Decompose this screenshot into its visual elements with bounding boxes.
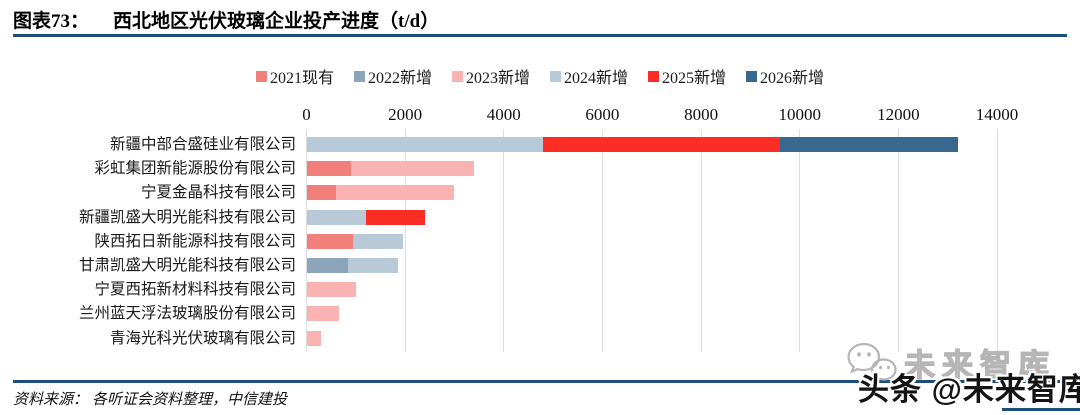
x-axis-tick-label: 6000 [585, 105, 620, 124]
category-label: 青海光科光伏玻璃有限公司 [109, 329, 296, 347]
legend-item: 2023新增 [451, 64, 530, 88]
category-label: 彩虹集团新能源股份有限公司 [94, 160, 296, 178]
bar-segment-2022新增 [306, 258, 349, 273]
x-axis-tick-label: 0 [302, 105, 311, 124]
source-line: 资料来源： 各听证会资料整理，中信建投 [13, 388, 287, 409]
legend-item: 2026新增 [746, 64, 824, 88]
x-axis-tick-label: 12000 [877, 105, 920, 124]
title-rule [13, 34, 1067, 37]
legend-swatch [746, 70, 758, 82]
legend-swatch [255, 70, 267, 82]
legend-item: 2025新增 [648, 64, 726, 88]
bar-segment-2023新增 [336, 185, 455, 201]
legend-label: 2025新增 [662, 70, 727, 87]
source-label: 资料来源： [13, 392, 89, 408]
bar-segment-2024新增 [348, 258, 398, 273]
wechat-icon [847, 342, 897, 383]
legend-swatch [451, 70, 463, 82]
bar-segment-2021现有 [306, 185, 337, 201]
category-label: 新疆中部合盛硅业有限公司 [109, 136, 296, 153]
figure-label: 图表73： [13, 11, 90, 32]
x-axis-tick-label: 4000 [486, 105, 521, 124]
legend-swatch [550, 70, 561, 82]
x-axis-tick-label: 14000 [975, 105, 1019, 124]
legend-swatch [353, 70, 365, 82]
figure-title: 西北地区光伏玻璃企业投产进度（t/d） [113, 11, 440, 32]
x-axis-tick-label: 2000 [388, 105, 423, 124]
legend-item: 2021现有 [255, 64, 334, 88]
bar-segment-2023新增 [306, 282, 356, 298]
legend-label: 2021现有 [269, 70, 334, 87]
bar-segment-2021现有 [306, 233, 354, 249]
gridline [700, 129, 702, 352]
watermark-gray: 未来智库 [842, 338, 1056, 386]
legend-label: 2026新增 [760, 70, 825, 87]
x-axis-tick-label: 10000 [778, 105, 821, 124]
bar-segment-2023新增 [350, 161, 475, 177]
bar-segment-2025新增 [365, 209, 425, 225]
gridline [897, 129, 899, 352]
gridline [601, 129, 603, 352]
legend-swatch [648, 70, 660, 82]
legend-item: 2022新增 [353, 64, 432, 88]
gridline [404, 129, 406, 352]
legend-item: 2024新增 [550, 64, 628, 88]
x-axis-tick-label: 8000 [684, 105, 719, 124]
gridline [996, 129, 998, 352]
bar-segment-2026新增 [779, 137, 958, 152]
bar-segment-2023新增 [306, 330, 322, 346]
category-label: 新疆凯盛大明光能科技有限公司 [78, 208, 296, 226]
legend-label: 2022新增 [367, 70, 432, 87]
category-label: 兰州蓝天浮法玻璃股份有限公司 [78, 305, 296, 323]
legend-label: 2024新增 [564, 70, 629, 87]
bar-segment-2024新增 [306, 137, 544, 152]
chart-legend: 2021现有 2022新增 2023新增 2024新增 2025新增 2026新增 [13, 64, 1067, 88]
gridline [799, 129, 801, 352]
figure-header: 图表73： 西北地区光伏玻璃企业投产进度（t/d） [13, 6, 439, 33]
bar-segment-2024新增 [353, 233, 403, 249]
category-label: 宁夏西拓新材料科技有限公司 [94, 281, 296, 299]
watermark-gray-text: 未来智库 [903, 347, 1056, 383]
watermark-dark-text: 头条 @未来智库 [858, 372, 1080, 407]
bar-segment-2024新增 [306, 209, 366, 225]
gridline [503, 129, 505, 352]
bar-segment-2025新增 [543, 137, 780, 152]
category-label: 甘肃凯盛大明光能科技有限公司 [78, 257, 296, 274]
bar-segment-2021现有 [306, 161, 351, 177]
source-text: 各听证会资料整理，中信建投 [92, 392, 288, 408]
footer-rule [13, 380, 1067, 383]
category-label: 陕西拓日新能源科技有限公司 [94, 232, 296, 250]
bar-segment-2023新增 [306, 306, 339, 322]
category-label: 宁夏金晶科技有限公司 [140, 184, 296, 202]
legend-label: 2023新增 [465, 70, 530, 87]
bottom-right-rule [1002, 408, 1080, 411]
